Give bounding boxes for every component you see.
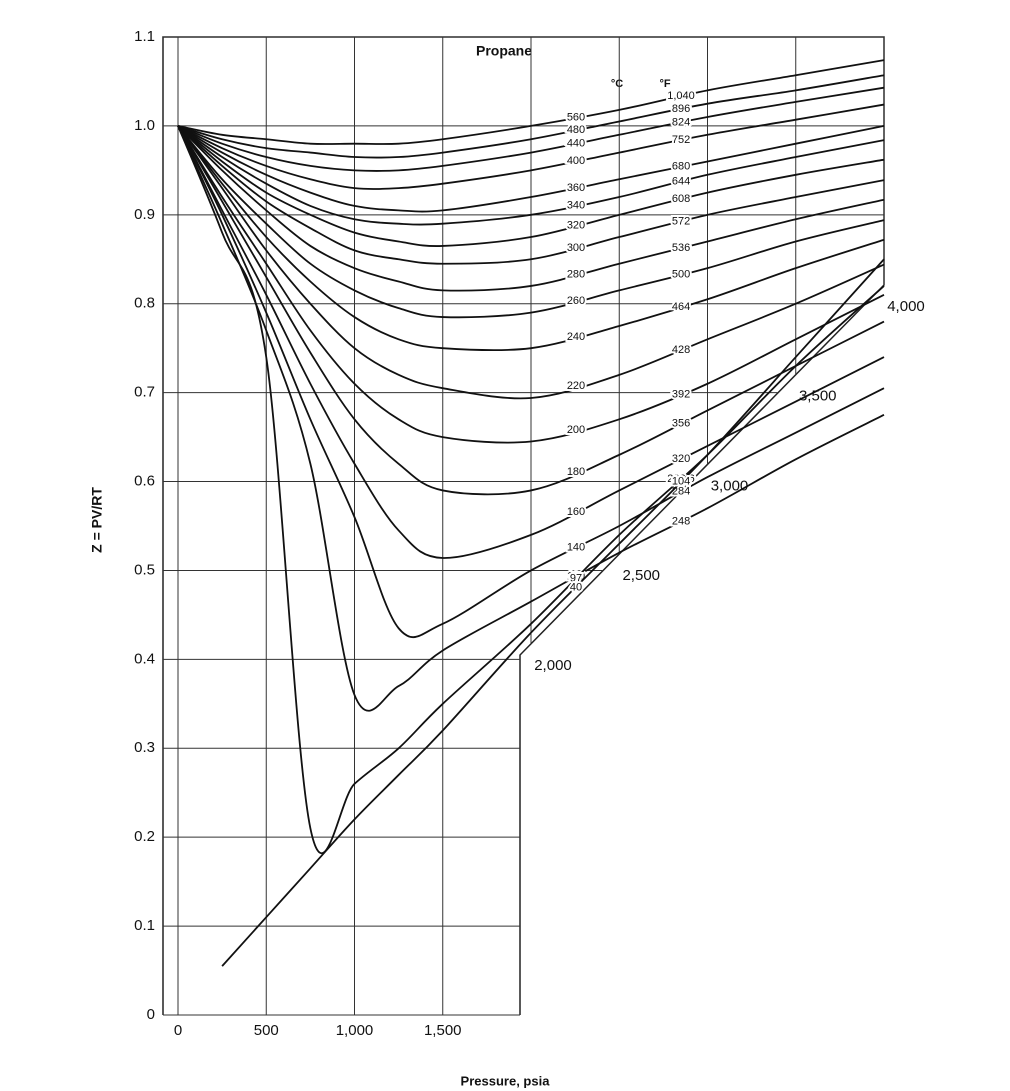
y-tick-label: 0.3 [134,739,155,756]
isotherm-label-c: 200 [567,424,585,436]
y-tick-label: 0.5 [134,561,155,578]
x-tick-label: 2,000 [534,657,572,674]
y-tick-label: 0.7 [134,384,155,401]
x-tick-label: 1,500 [424,1022,462,1039]
isotherm-label-c: 220 [567,380,585,392]
isotherm-label-f: 752 [672,134,690,146]
isotherm-label-c: 240 [567,331,585,343]
y-tick-label: 0 [147,1006,155,1023]
isotherm-label-c: 320 [567,220,585,232]
isotherm-label-f: 320 [672,453,690,465]
isotherm-label-f: 896 [672,103,690,115]
y-tick-label: 0.2 [134,828,155,845]
x-tick-label: 0 [174,1022,182,1039]
isotherm-label-f: 104 [672,475,690,487]
isotherm-label-c: 40 [570,581,582,593]
isotherm-label-f: 1,040 [667,90,695,102]
isotherm-label-c: 440 [567,137,585,149]
isotherm-label-c: 180 [567,466,585,478]
isotherm [177,125,885,265]
y-tick-label: 0.9 [134,206,155,223]
isotherm [177,103,885,190]
isotherm-label-c: 400 [567,155,585,167]
isotherm [177,125,885,352]
y-tick-label: 1.0 [134,117,155,134]
y-tick-label: 0.1 [134,917,155,934]
isotherm-label-c: 280 [567,269,585,281]
y-tick-label: 0.6 [134,473,155,490]
isotherm-label-f: 644 [672,175,690,187]
y-axis-label: Z = PV/RT [89,487,105,553]
isotherm-label-c: 560 [567,112,585,124]
isotherm-label-f: 428 [672,344,690,356]
frame [162,36,885,1015]
y-tick-label: 1.1 [134,28,155,45]
chart-title: Propane [476,43,532,59]
isotherm [177,125,885,292]
isotherm-label-f: 536 [672,242,690,254]
isotherm-label-c: 360 [567,182,585,194]
fahrenheit-header: °F [659,78,670,90]
isotherm [177,125,885,444]
isotherm-label-f: 500 [672,269,690,281]
isotherm-label-c: 160 [567,506,585,518]
isotherm-label-c: 260 [567,295,585,307]
isotherm [221,258,885,967]
isotherm [177,125,885,712]
isotherm [177,59,885,145]
isotherm [177,125,885,213]
isotherm-label-f: 248 [672,515,690,527]
isotherm-label-c: 340 [567,200,585,212]
isotherm-label-f: 824 [672,116,690,128]
celsius-header: °C [611,78,623,90]
x-tick-label: 500 [254,1022,279,1039]
y-tick-label: 0.8 [134,295,155,312]
x-tick-label: 2,500 [622,567,660,584]
isotherm-label-f: 356 [672,418,690,430]
isotherm [177,125,885,247]
isotherm [177,125,885,226]
isotherm [177,125,885,319]
x-tick-label: 3,500 [799,388,837,405]
x-tick-label: 4,000 [887,298,925,315]
isotherm-label-f: 680 [672,161,690,173]
isotherm-label-f: 392 [672,388,690,400]
isotherm [177,74,885,159]
isotherm-label-f: 608 [672,193,690,205]
isotherm-label-f: 572 [672,215,690,227]
isotherm [177,125,885,496]
isotherm-label-f: 464 [672,301,690,313]
x-tick-label: 1,000 [336,1022,374,1039]
y-tick-label: 0.4 [134,650,155,667]
isotherm-label-c: 480 [567,124,585,136]
isotherm [177,125,885,639]
x-tick-label: 3,000 [711,477,749,494]
isotherm [177,125,885,400]
isotherm-label-c: 300 [567,242,585,254]
isotherm-label-c: 140 [567,542,585,554]
x-axis-label: Pressure, psia [461,1073,551,1088]
isotherm [177,86,885,172]
